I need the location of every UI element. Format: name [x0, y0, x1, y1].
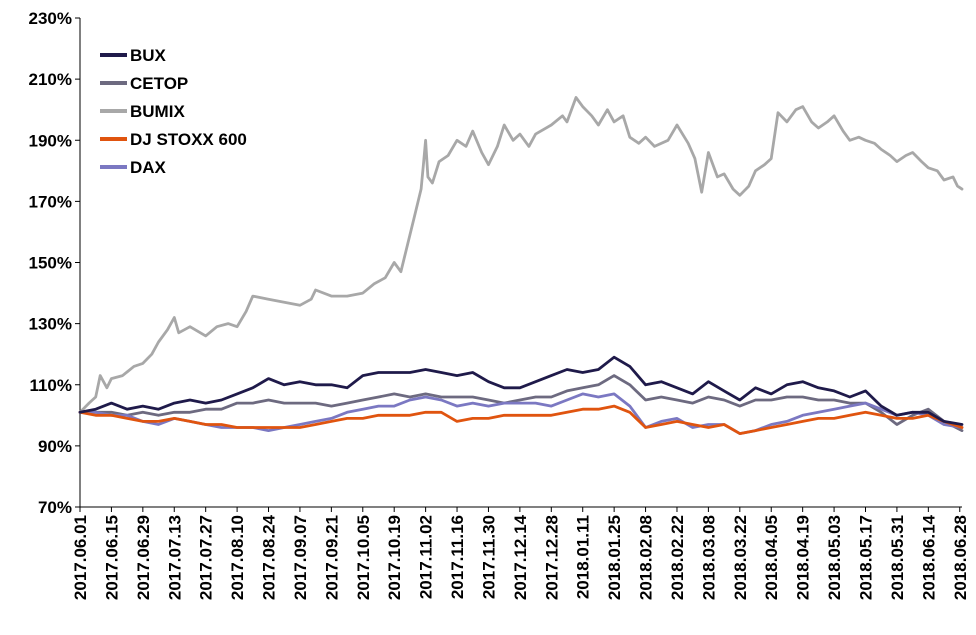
- series-line-dj-stoxx-600: [78, 404, 964, 435]
- x-tick-label: 2018.01.25: [605, 515, 624, 600]
- series-lines: [78, 96, 964, 435]
- series-line-bux: [78, 355, 964, 426]
- y-tick-label: 110%: [29, 376, 72, 395]
- chart-axes: [79, 18, 962, 508]
- x-tick-label: 2018.02.08: [637, 515, 656, 600]
- x-tick-label: 2017.08.24: [260, 514, 279, 600]
- x-tick-label: 2018.05.17: [856, 515, 875, 600]
- y-tick-label: 230%: [29, 9, 72, 28]
- x-tick-label: 2017.10.05: [354, 515, 373, 600]
- legend-label: BUMIX: [130, 102, 185, 121]
- chart-legend: BUX CETOP BUMIX DJ STOXX 600 DAX: [100, 46, 247, 177]
- x-tick-label: 2017.09.21: [322, 515, 341, 600]
- legend-label: CETOP: [130, 74, 188, 93]
- y-tick-label: 190%: [29, 131, 72, 150]
- x-tick-label: 2018.06.14: [919, 514, 938, 600]
- x-tick-label: 2017.11.02: [417, 515, 436, 599]
- x-axis-ticks: 2017.06.01 2017.06.15 2017.06.29 2017.07.13…: [71, 507, 970, 600]
- x-tick-label: 2018.01.11: [574, 515, 593, 599]
- x-tick-label: 2017.11.16: [448, 515, 467, 599]
- x-tick-label: 2017.07.27: [197, 515, 216, 600]
- x-tick-label: 2017.06.29: [134, 515, 153, 600]
- y-tick-label: 70%: [38, 498, 72, 517]
- legend-label: BUX: [130, 46, 167, 65]
- x-tick-label: 2018.02.22: [668, 515, 687, 600]
- x-tick-label: 2018.04.05: [762, 515, 781, 600]
- y-tick-label: 90%: [38, 437, 72, 456]
- x-tick-label: 2017.12.28: [542, 515, 561, 600]
- y-tick-label: 130%: [29, 315, 72, 334]
- x-tick-label: 2018.06.28: [951, 515, 970, 600]
- series-line-dax: [78, 392, 964, 435]
- x-tick-label: 2018.03.08: [699, 515, 718, 600]
- x-tick-label: 2017.06.01: [71, 515, 90, 600]
- x-tick-label: 2017.09.07: [291, 515, 310, 600]
- y-tick-label: 210%: [29, 70, 72, 89]
- legend-label: DJ STOXX 600: [130, 130, 247, 149]
- legend-label: DAX: [130, 158, 167, 177]
- x-tick-label: 2017.12.14: [511, 514, 530, 600]
- series-line-cetop: [78, 374, 964, 432]
- x-tick-label: 2018.05.03: [825, 515, 844, 600]
- x-tick-label: 2018.05.31: [888, 515, 907, 600]
- x-tick-label: 2017.08.10: [228, 515, 247, 600]
- x-tick-label: 2017.11.30: [479, 515, 498, 599]
- x-tick-label: 2017.07.13: [165, 515, 184, 600]
- x-tick-label: 2017.10.19: [385, 515, 404, 600]
- y-tick-label: 150%: [29, 254, 72, 273]
- x-tick-label: 2018.04.19: [794, 515, 813, 600]
- series-line-bumix: [78, 96, 964, 414]
- y-axis-ticks: 70% 90% 110% 130% 150% 170% 190% 210% 230%: [29, 9, 80, 517]
- x-tick-label: 2017.06.15: [102, 515, 121, 600]
- y-tick-label: 170%: [29, 192, 72, 211]
- x-tick-label: 2018.03.22: [731, 515, 750, 600]
